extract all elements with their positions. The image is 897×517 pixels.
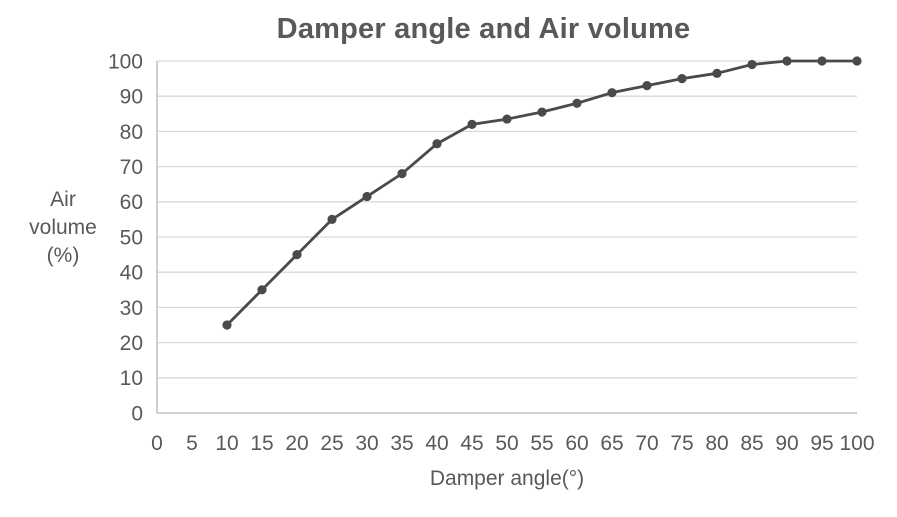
y-axis-title: Air volume (%) bbox=[13, 186, 113, 270]
x-tick-label: 75 bbox=[670, 432, 693, 455]
series-line bbox=[225, 59, 859, 327]
y-tick-label: 50 bbox=[120, 226, 143, 249]
data-point bbox=[607, 88, 617, 98]
data-point bbox=[782, 56, 792, 66]
x-tick-label: 5 bbox=[186, 432, 198, 455]
x-tick-label: 95 bbox=[810, 432, 833, 455]
data-point bbox=[817, 56, 827, 66]
x-tick-label: 25 bbox=[320, 432, 343, 455]
data-point bbox=[432, 139, 442, 149]
data-point bbox=[397, 169, 407, 179]
data-point bbox=[572, 98, 582, 108]
data-point bbox=[467, 119, 477, 129]
data-point bbox=[327, 214, 337, 224]
x-tick-label: 10 bbox=[215, 432, 238, 455]
x-tick-label: 85 bbox=[740, 432, 763, 455]
data-point bbox=[257, 285, 267, 295]
data-point bbox=[222, 320, 232, 330]
chart-title: Damper angle and Air volume bbox=[276, 13, 691, 45]
y-axis-title-line-2: volume bbox=[29, 216, 97, 239]
data-point bbox=[642, 81, 652, 91]
x-tick-label: 20 bbox=[285, 432, 308, 455]
data-point bbox=[677, 74, 687, 84]
x-tick-label: 90 bbox=[775, 432, 798, 455]
x-tick-label: 30 bbox=[355, 432, 378, 455]
y-tick-label: 0 bbox=[131, 402, 143, 425]
data-point bbox=[712, 68, 722, 78]
x-tick-label: 60 bbox=[565, 432, 588, 455]
y-axis-title-line-1: Air bbox=[50, 188, 76, 211]
y-tick-label: 30 bbox=[120, 297, 143, 320]
y-tick-label: 20 bbox=[120, 332, 143, 355]
x-axis-title: Damper angle(°) bbox=[429, 467, 585, 490]
y-tick-label: 80 bbox=[120, 121, 143, 144]
y-tick-label: 90 bbox=[120, 86, 143, 109]
data-point bbox=[537, 107, 547, 117]
x-tick-label: 45 bbox=[460, 432, 483, 455]
x-tick-label: 15 bbox=[250, 432, 273, 455]
x-tick-label: 100 bbox=[839, 432, 874, 455]
data-point bbox=[747, 59, 757, 70]
data-point bbox=[502, 114, 512, 124]
data-point bbox=[852, 56, 862, 66]
x-tick-label: 65 bbox=[600, 432, 623, 455]
data-point bbox=[362, 191, 372, 202]
x-tick-label: 40 bbox=[425, 432, 448, 455]
y-tick-label: 70 bbox=[120, 156, 143, 179]
x-tick-label: 70 bbox=[635, 432, 658, 455]
x-tick-label: 0 bbox=[151, 432, 163, 455]
y-tick-label: 10 bbox=[120, 367, 143, 390]
y-tick-label: 40 bbox=[120, 262, 143, 285]
y-tick-label: 60 bbox=[120, 191, 143, 214]
x-tick-label: 80 bbox=[705, 432, 728, 455]
x-tick-label: 35 bbox=[390, 432, 413, 455]
x-tick-label: 55 bbox=[530, 432, 553, 455]
x-tick-label: 50 bbox=[495, 432, 518, 455]
data-point bbox=[292, 250, 302, 260]
y-axis-title-line-3: (%) bbox=[46, 244, 80, 267]
y-tick-label: 100 bbox=[108, 50, 143, 73]
